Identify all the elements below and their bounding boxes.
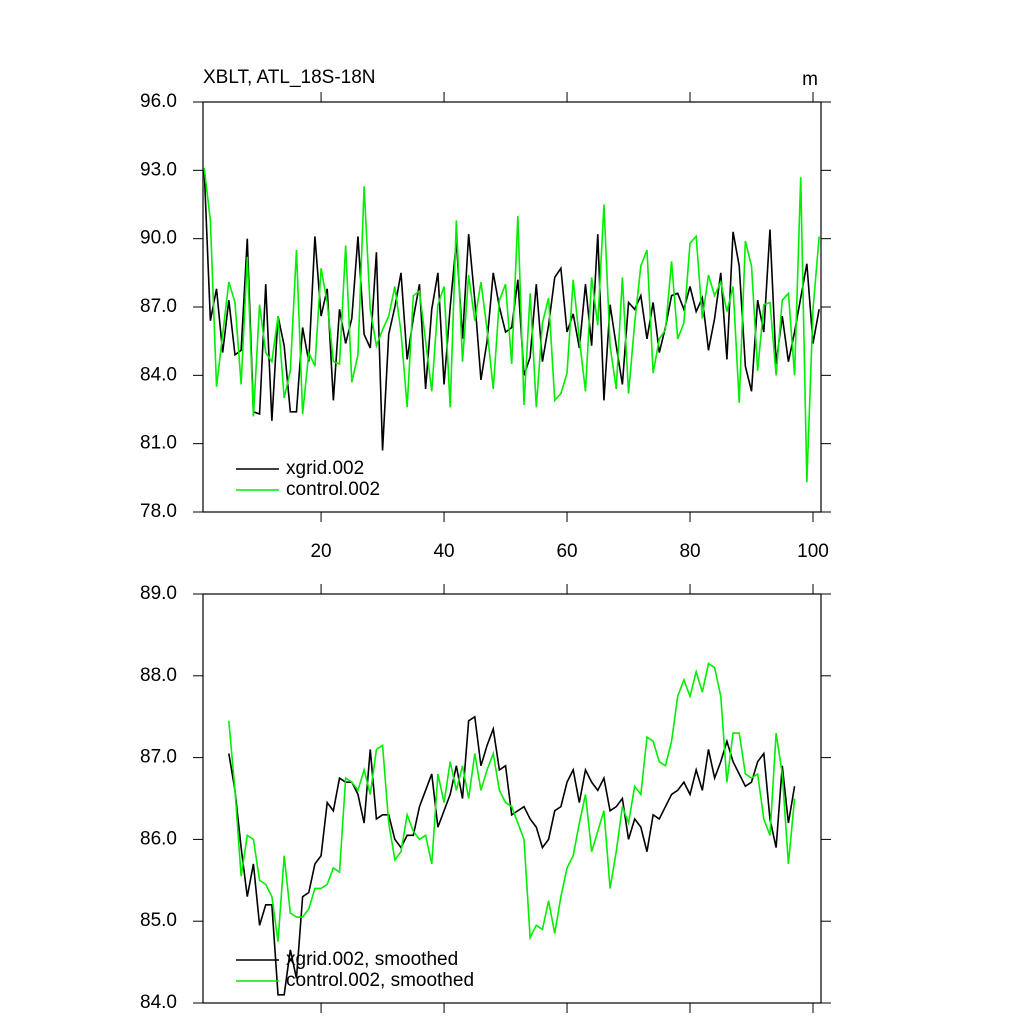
y-tick-label: 84.0 (140, 992, 177, 1013)
data-line (203, 167, 820, 483)
chart-title: XBLT, ATL_18S-18N (203, 67, 376, 88)
y-tick-label: 88.0 (140, 665, 177, 686)
y-tick-label: 89.0 (140, 583, 177, 604)
y-tick-label: 87.0 (140, 747, 177, 768)
x-tick-label: 40 (433, 541, 454, 562)
y-tick-label: 96.0 (140, 91, 177, 112)
legend-label: xgrid.002, smoothed (286, 949, 458, 970)
legend-label: xgrid.002 (286, 458, 364, 479)
legend-label: control.002 (286, 479, 380, 500)
y-tick-label: 90.0 (140, 228, 177, 249)
legend-label: control.002, smoothed (286, 970, 474, 991)
y-tick-label: 87.0 (140, 296, 177, 317)
data-line (228, 662, 796, 942)
y-tick-label: 93.0 (140, 159, 177, 180)
x-tick-label: 80 (679, 541, 700, 562)
y-tick-label: 78.0 (140, 501, 177, 522)
y-tick-label: 81.0 (140, 433, 177, 454)
units-label: m (802, 69, 818, 90)
data-line (228, 715, 796, 996)
x-tick-label: 60 (556, 541, 577, 562)
x-tick-label: 20 (310, 541, 331, 562)
plot-frame (202, 593, 822, 1004)
y-tick-label: 84.0 (140, 364, 177, 385)
y-tick-label: 86.0 (140, 828, 177, 849)
data-line (203, 170, 820, 451)
x-tick-label: 100 (797, 541, 829, 562)
y-tick-label: 85.0 (140, 910, 177, 931)
